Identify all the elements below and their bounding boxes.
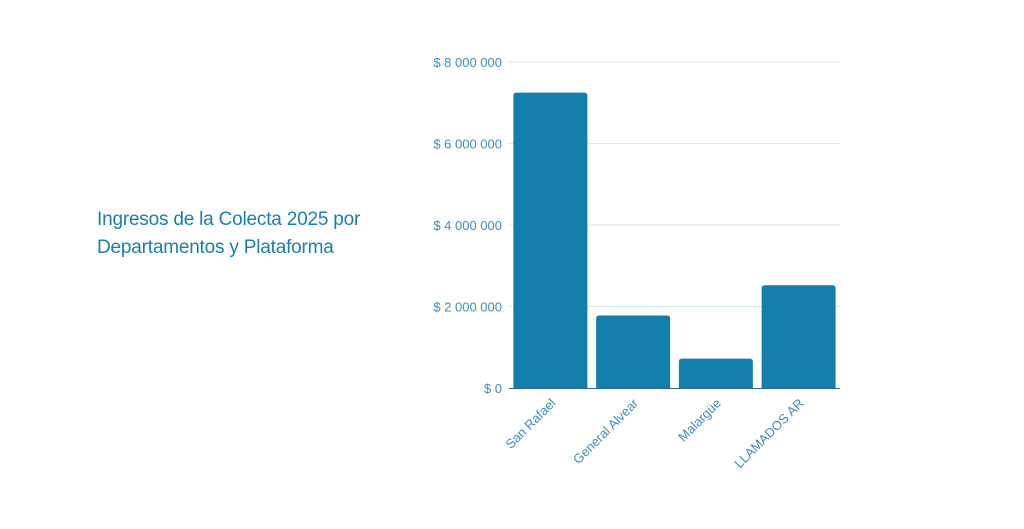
chart-title-line-2: Departamentos y Plataforma xyxy=(97,237,334,258)
x-category-label: General Alvear xyxy=(570,395,642,467)
bars xyxy=(513,92,836,388)
x-category-label: San Rafael xyxy=(502,395,558,451)
y-tick-label: $ 2 000 000 xyxy=(433,300,502,315)
y-axis-tick-labels: $ 0 $ 2 000 000 $ 4 000 000 $ 6 000 000 $ 8 … xyxy=(433,55,502,396)
y-tick-label: $ 6 000 000 xyxy=(433,137,502,152)
bar-malarg-e xyxy=(678,358,753,388)
x-axis-category-labels: San Rafael General Alvear Malargüe LLAMADOS… xyxy=(502,395,806,471)
y-tick-label: $ 8 000 000 xyxy=(433,55,502,70)
y-tick-label: $ 0 xyxy=(484,381,502,396)
x-category-label: LLAMADOS AR xyxy=(731,396,806,471)
bar-llamados-ar xyxy=(761,285,836,388)
x-category-label: Malargüe xyxy=(675,396,724,445)
y-tick-label: $ 4 000 000 xyxy=(433,218,502,233)
chart-title: Ingresos de la Colecta 2025 por Departam… xyxy=(97,206,407,262)
bar-general-alvear xyxy=(596,315,671,388)
chart-title-line-1: Ingresos de la Colecta 2025 por xyxy=(97,209,361,230)
bar-san-rafael xyxy=(513,92,588,388)
